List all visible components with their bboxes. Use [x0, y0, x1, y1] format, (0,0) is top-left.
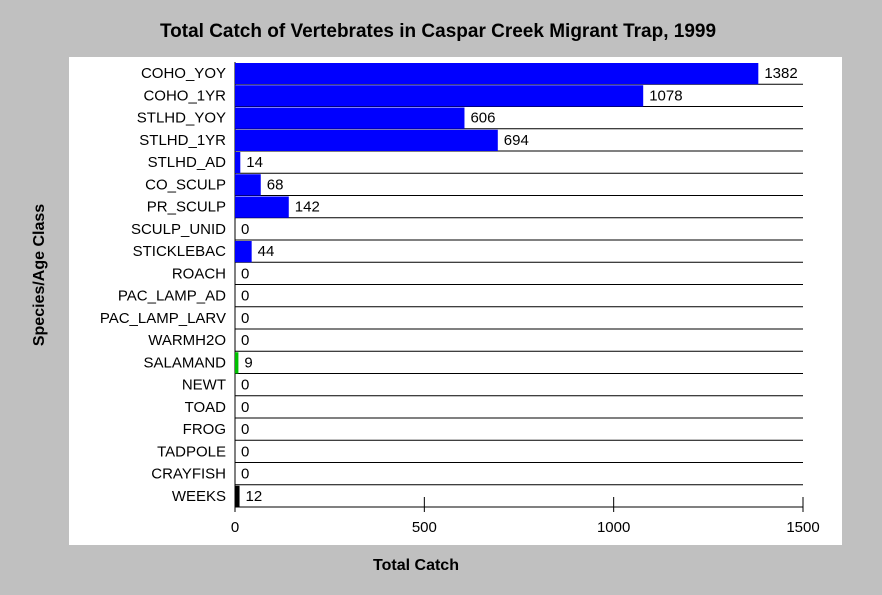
y-tick-label: CRAYFISH [151, 466, 226, 483]
y-tick-label: ROACH [172, 265, 226, 282]
x-tick-label: 500 [412, 519, 437, 536]
value-label: 142 [295, 199, 320, 216]
y-tick-label: COHO_1YR [143, 87, 226, 104]
bar [235, 107, 465, 129]
y-tick-label: CO_SCULP [145, 176, 226, 193]
y-tick-label: WARMH2O [148, 332, 226, 349]
value-label: 606 [470, 110, 495, 127]
x-axis-label: Total Catch [373, 557, 459, 574]
bar [235, 174, 261, 196]
bar [235, 63, 759, 85]
bar [235, 485, 240, 507]
value-label: 9 [244, 354, 252, 371]
value-label: 1078 [649, 87, 682, 104]
value-label: 0 [241, 332, 249, 349]
value-label: 0 [241, 377, 249, 394]
x-tick-label: 0 [231, 519, 239, 536]
bar [235, 241, 252, 263]
value-label: 68 [267, 176, 284, 193]
value-label: 0 [241, 443, 249, 460]
chart-title: Total Catch of Vertebrates in Caspar Cre… [160, 21, 716, 42]
y-tick-label: SALAMAND [143, 354, 226, 371]
y-tick-label: NEWT [182, 377, 226, 394]
y-tick-label: TOAD [185, 399, 227, 416]
y-tick-label: WEEKS [172, 488, 226, 505]
y-tick-label: STLHD_YOY [137, 110, 226, 127]
bar [235, 352, 239, 374]
y-axis-label: Species/Age Class [31, 204, 48, 346]
x-tick-label: 1000 [597, 519, 630, 536]
y-tick-label: COHO_YOY [141, 65, 226, 82]
bar [235, 85, 644, 107]
y-tick-label: PAC_LAMP_LARV [100, 310, 226, 327]
y-tick-label: PAC_LAMP_AD [118, 288, 226, 305]
value-label: 694 [504, 132, 529, 149]
value-label: 0 [241, 310, 249, 327]
bar [235, 196, 289, 218]
value-label: 0 [241, 399, 249, 416]
value-label: 0 [241, 221, 249, 238]
y-tick-label: STLHD_AD [148, 154, 227, 171]
value-label: 44 [258, 243, 275, 260]
y-tick-label: STICKLEBAC [133, 243, 227, 260]
value-label: 1382 [764, 65, 797, 82]
y-tick-label: FROG [183, 421, 226, 438]
bar [235, 152, 241, 174]
value-label: 0 [241, 265, 249, 282]
bar [235, 129, 498, 151]
y-tick-label: PR_SCULP [147, 199, 226, 216]
y-tick-label: STLHD_1YR [139, 132, 226, 149]
value-label: 14 [246, 154, 263, 171]
value-label: 0 [241, 466, 249, 483]
x-tick-label: 1500 [786, 519, 819, 536]
y-tick-label: TADPOLE [157, 443, 226, 460]
value-label: 12 [246, 488, 263, 505]
y-tick-label: SCULP_UNID [131, 221, 226, 238]
value-label: 0 [241, 421, 249, 438]
value-label: 0 [241, 288, 249, 305]
